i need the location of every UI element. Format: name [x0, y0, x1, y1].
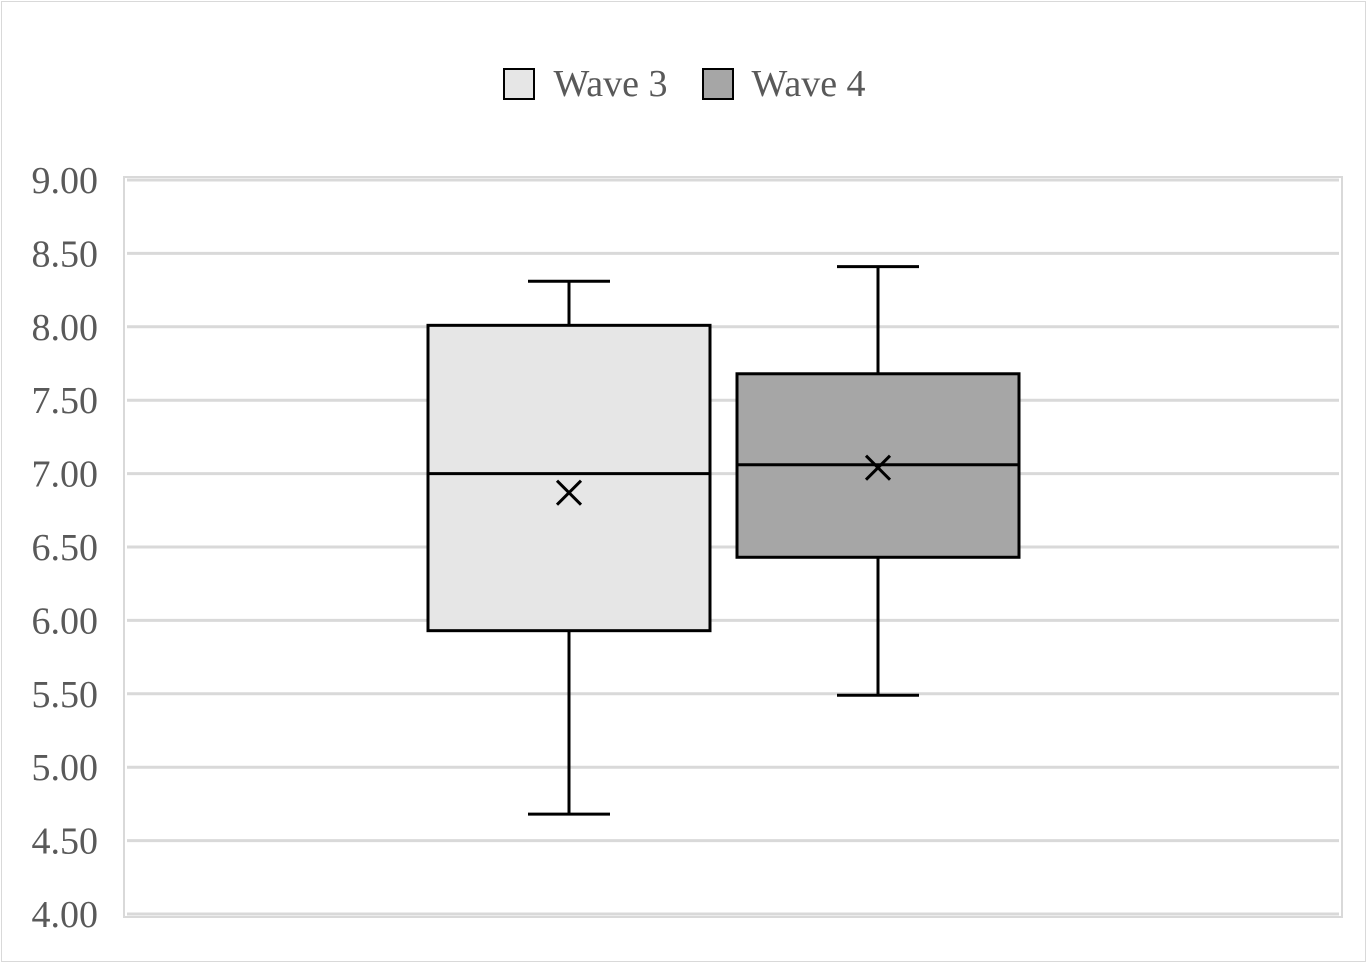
boxes	[426, 265, 1021, 816]
plot-area	[123, 176, 1343, 918]
y-tick-label: 6.50	[32, 527, 99, 569]
box-2	[735, 265, 1021, 697]
legend-label-wave-4: Wave 4	[751, 63, 866, 105]
legend-swatch-wave-3	[503, 68, 536, 100]
mean-marker	[864, 454, 892, 481]
y-tick-label: 4.50	[32, 821, 99, 863]
y-tick-label: 6.00	[32, 600, 99, 642]
legend-swatch-wave-4	[701, 68, 734, 100]
y-tick-label: 7.50	[32, 380, 99, 422]
y-tick-label: 9.00	[32, 160, 99, 202]
y-tick-label: 5.50	[32, 674, 99, 716]
legend-label-wave-3: Wave 3	[553, 63, 668, 105]
legend: Wave 3 Wave 4	[0, 62, 1369, 106]
gridlines	[123, 176, 1343, 918]
box-1	[426, 279, 712, 816]
y-axis: 4.00 4.50 5.00 5.50 6.00 6.50 7.00 7.50 8.00 8.50…	[32, 160, 99, 936]
y-tick-label: 8.50	[32, 233, 99, 275]
mean-marker	[555, 479, 583, 506]
y-tick-label: 8.00	[32, 307, 99, 349]
y-tick-label: 5.00	[32, 747, 99, 789]
iqr-box	[426, 323, 712, 633]
y-tick-label: 4.00	[32, 894, 99, 936]
legend-item-wave-3: Wave 3	[503, 62, 668, 106]
legend-item-wave-4: Wave 4	[701, 62, 866, 106]
y-tick-label: 7.00	[32, 454, 99, 496]
